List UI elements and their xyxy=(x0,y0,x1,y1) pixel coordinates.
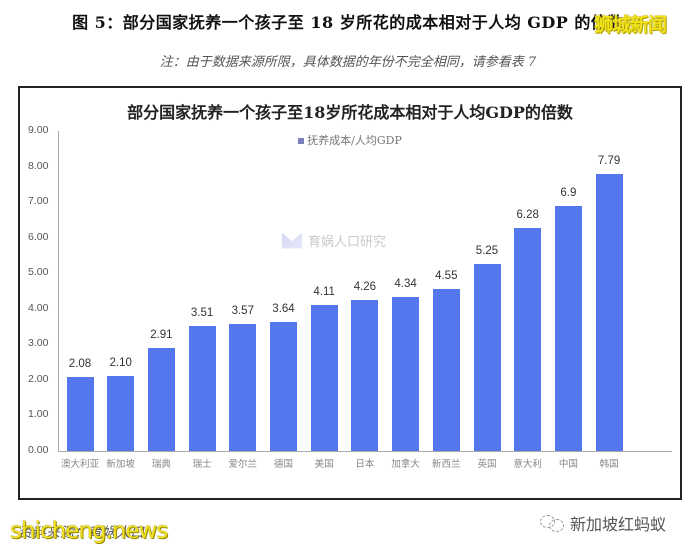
bar-value-label: 6.28 xyxy=(516,208,539,221)
x-category-label: 意大利 xyxy=(513,459,542,470)
x-category-label: 英国 xyxy=(477,459,497,470)
figure-title: 图 5：部分国家抚养一个孩子至 18 岁所花的成本相对于人均 GDP 的倍数 xyxy=(72,13,624,32)
y-tick-label: 4.00 xyxy=(28,301,49,314)
x-category-label: 瑞典 xyxy=(151,459,171,470)
figure-note: 注：由于数据来源所限，具体数据的年份不完全相同，请参看表 7 xyxy=(159,55,537,70)
bar-value-label: 6.9 xyxy=(560,186,577,199)
bar-14 xyxy=(595,174,623,451)
x-category-label: 瑞士 xyxy=(192,459,212,470)
y-tick-label: 3.00 xyxy=(28,337,49,350)
chart-frame: 部分国家抚养一个孩子至18岁所花成本相对于人均GDP的倍数 抚养成本/人均GDP… xyxy=(18,86,682,500)
bar-value-label: 3.51 xyxy=(190,307,214,320)
watermark-logo-icon xyxy=(282,232,302,249)
bar-value-label: 5.25 xyxy=(475,245,499,258)
x-category-label: 中国 xyxy=(558,459,578,470)
bar-value-label: 4.26 xyxy=(353,280,377,293)
x-category-label: 澳大利亚 xyxy=(60,459,99,470)
bar-value-label: 3.64 xyxy=(272,302,295,315)
bar-value-label: 7.79 xyxy=(597,155,621,168)
y-tick-label: 5.00 xyxy=(28,266,49,279)
x-category-label: 新加坡 xyxy=(106,459,135,470)
watermark-center: 育娲人口研究 xyxy=(282,231,386,250)
y-tick-label: 9.00 xyxy=(28,124,49,136)
wechat-account-name: 新加坡红蚂蚁 xyxy=(570,515,667,534)
bar-value-label: 4.55 xyxy=(435,270,458,283)
chart-title: 部分国家抚养一个孩子至18岁所花成本相对于人均GDP的倍数 xyxy=(127,103,573,122)
bar-6 xyxy=(270,321,297,451)
x-category-label: 韩国 xyxy=(599,459,619,470)
bar-12 xyxy=(514,227,542,451)
wechat-account: 新加坡红蚂蚁 xyxy=(540,511,666,535)
x-axis-line xyxy=(58,451,672,452)
bar-value-label: 2.08 xyxy=(68,358,92,371)
x-category-label: 美国 xyxy=(314,459,334,470)
bar-3 xyxy=(147,347,175,451)
y-tick-label: 8.00 xyxy=(28,159,49,172)
source-text: 资料来源：育娲人口 xyxy=(18,525,144,541)
wechat-icon xyxy=(540,515,564,532)
bar-13 xyxy=(554,205,582,451)
bar-value-label: 4.11 xyxy=(313,285,335,298)
y-tick-label: 1.00 xyxy=(28,408,49,421)
watermark-center-text: 育娲人口研究 xyxy=(308,235,387,250)
legend-swatch-icon xyxy=(298,138,305,144)
bar-2 xyxy=(107,376,135,451)
x-category-label: 德国 xyxy=(273,459,293,470)
legend-label: 抚养成本/人均GDP xyxy=(307,134,402,147)
y-tick-label: 6.00 xyxy=(28,230,49,243)
bar-4 xyxy=(188,326,216,451)
y-tick-label: 7.00 xyxy=(28,195,49,208)
x-category-label: 新西兰 xyxy=(432,459,461,470)
bar-11 xyxy=(473,264,501,451)
bar-5 xyxy=(229,324,257,451)
y-tick-label: 2.00 xyxy=(28,372,49,385)
watermark-top-right: 狮城新闻 xyxy=(594,14,667,36)
bar-7 xyxy=(310,304,338,451)
bar-value-label: 3.57 xyxy=(231,305,254,318)
bar-value-label: 4.34 xyxy=(394,277,417,290)
x-category-label: 爱尔兰 xyxy=(228,459,258,470)
bar-8 xyxy=(351,299,379,451)
x-category-label: 加拿大 xyxy=(391,459,420,470)
y-axis-line xyxy=(58,131,59,451)
x-category-label: 日本 xyxy=(355,459,375,470)
y-tick-label: 0.00 xyxy=(28,444,49,456)
bar-10 xyxy=(432,289,460,451)
bar-1 xyxy=(66,377,94,451)
bar-value-label: 2.10 xyxy=(109,357,132,370)
bar-value-label: 2.91 xyxy=(150,328,173,341)
bar-9 xyxy=(392,296,420,451)
chart-legend: 抚养成本/人均GDP xyxy=(20,132,680,148)
watermark-bottom-left: shicheng.news xyxy=(10,518,168,544)
